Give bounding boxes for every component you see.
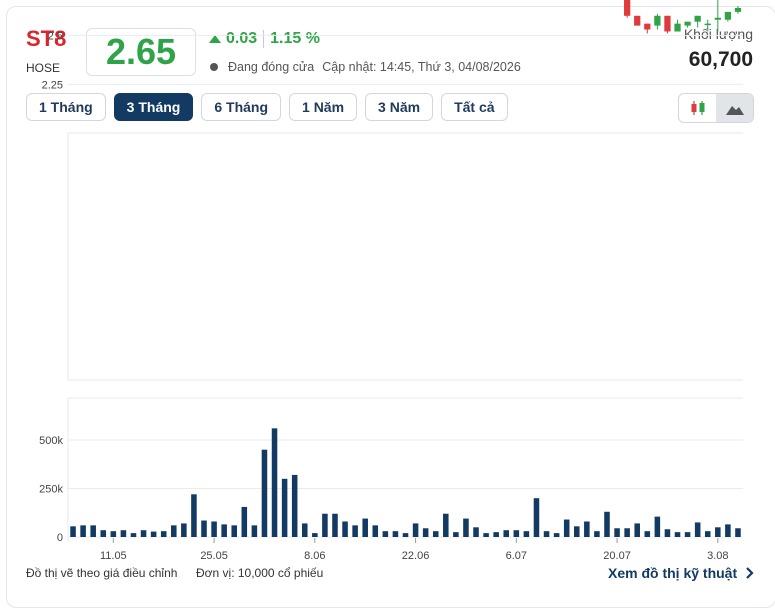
tab-1-year[interactable]: 1 Năm: [289, 93, 358, 121]
stock-symbol: ST8: [26, 26, 67, 51]
exchange-label: HOSE: [26, 61, 61, 75]
volume-unit-note: Đơn vị: 10,000 cổ phiếu: [196, 566, 324, 580]
technical-chart-link-text: Xem đồ thị kỹ thuật: [608, 565, 738, 581]
market-status: Đang đóng cửa Cập nhật: 14:45, Thứ 3, 04…: [210, 60, 521, 74]
price-change: 0.03 1.15 %: [209, 30, 320, 48]
current-price: 2.65: [86, 28, 196, 76]
chart-type-toggle: [678, 93, 754, 123]
status-text: Đang đóng cửa: [228, 60, 315, 74]
tab-all[interactable]: Tất cả: [441, 93, 508, 121]
tab-3-years[interactable]: 3 Năm: [365, 93, 434, 121]
change-percent: 1.15 %: [270, 30, 320, 47]
tab-6-months[interactable]: 6 Tháng: [201, 93, 282, 121]
adjusted-price-note: Đồ thị vẽ theo giá điều chỉnh: [26, 566, 178, 580]
status-dot-icon: [210, 63, 218, 71]
area-toggle-button[interactable]: [716, 94, 753, 122]
tab-3-months[interactable]: 3 Tháng: [113, 93, 194, 121]
candlestick-toggle-button[interactable]: [679, 94, 716, 122]
change-value: 0.03: [226, 30, 258, 47]
up-triangle-icon: [209, 35, 221, 43]
updated-text: Cập nhật: 14:45, Thứ 3, 04/08/2026: [322, 60, 521, 74]
volume-value: 60,700: [688, 48, 753, 71]
volume-label: Khối lượng: [683, 26, 753, 42]
chevron-right-icon: [746, 567, 754, 579]
mountain-area-icon: [725, 106, 744, 115]
range-tabs: 1 Tháng 3 Tháng 6 Tháng 1 Năm 3 Năm Tất …: [26, 93, 516, 121]
technical-chart-link[interactable]: Xem đồ thị kỹ thuật: [608, 565, 755, 581]
candlestick-icon: [691, 101, 704, 115]
tab-1-month[interactable]: 1 Tháng: [26, 93, 106, 121]
divider: [263, 30, 265, 48]
